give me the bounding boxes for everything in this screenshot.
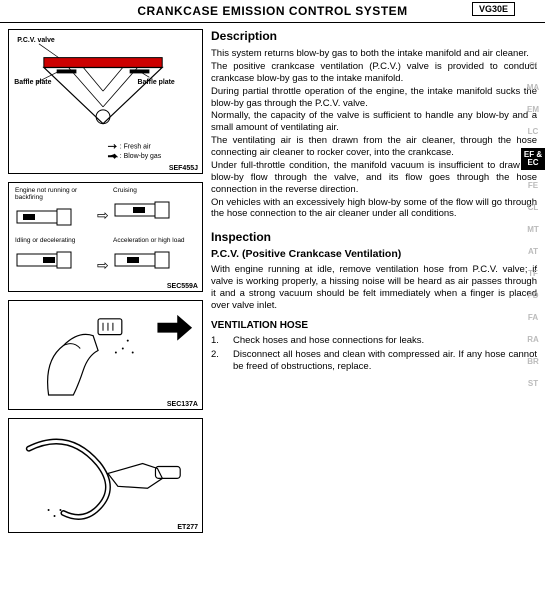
section-tab[interactable]: MT: [521, 226, 545, 234]
text-column: Description This system returns blow-by …: [211, 29, 537, 541]
figure-ref: SEC559A: [167, 283, 198, 290]
section-tab[interactable]: ST: [521, 380, 545, 388]
state-engine-off: Engine not running or backfiring: [15, 187, 105, 233]
section-tab[interactable]: RA: [521, 336, 545, 344]
list-item: 2.Disconnect all hoses and clean with co…: [211, 349, 537, 373]
hose-clean-svg: [9, 419, 202, 533]
figure-pcv-diagram: P.C.V. valve Baffle plate Baffle plate :: [8, 29, 203, 174]
legend-blowby: : Blow-by gas: [120, 153, 162, 160]
paragraph: On vehicles with an excessively high blo…: [211, 197, 537, 221]
section-tab[interactable]: LC: [521, 128, 545, 136]
section-tab[interactable]: FE: [521, 182, 545, 190]
page-title: CRANKCASE EMISSION CONTROL SYSTEM: [0, 0, 545, 23]
figure-valve-states: Engine not running or backfiring ⇨ Cruis…: [8, 182, 203, 292]
figure-ref: SEC137A: [167, 401, 198, 408]
label-pcv-valve: P.C.V. valve: [17, 37, 55, 44]
figure-ref: ET277: [177, 524, 198, 531]
label-baffle-right: Baffle plate: [138, 79, 175, 86]
label-baffle-left: Baffle plate: [14, 79, 51, 86]
section-tab[interactable]: PD: [521, 292, 545, 300]
heading-vent-hose: VENTILATION HOSE: [211, 320, 537, 333]
heading-pcv: P.C.V. (Positive Crankcase Ventilation): [211, 248, 537, 261]
arrow-icon: ⇨: [97, 207, 109, 224]
section-tab-strip: GI MA EM LC EF &EC FE CL MT AT TF PD FA RA BR ST: [521, 62, 545, 388]
list-item: 1.Check hoses and hose connections for l…: [211, 335, 537, 347]
section-tab[interactable]: EF &EC: [521, 148, 545, 170]
paragraph: This system returns blow-by gas to both …: [211, 48, 537, 60]
paragraph: Normally, the capacity of the valve is s…: [211, 110, 537, 134]
engine-code-tag: VG30E: [472, 2, 515, 16]
section-tab[interactable]: EM: [521, 106, 545, 114]
figure-finger-test: SEC137A: [8, 300, 203, 410]
paragraph: During partial throttle operation of the…: [211, 86, 537, 110]
heading-description: Description: [211, 29, 537, 44]
section-tab[interactable]: TF: [521, 270, 545, 278]
paragraph: Under full-throttle condition, the manif…: [211, 160, 537, 196]
content-body: P.C.V. valve Baffle plate Baffle plate :: [0, 23, 545, 541]
section-tab[interactable]: MA: [521, 84, 545, 92]
section-tab[interactable]: FA: [521, 314, 545, 322]
arrow-icon: [157, 315, 192, 341]
section-tab[interactable]: GI: [521, 62, 545, 70]
state-cruising: Cruising: [113, 187, 203, 226]
paragraph: The ventilating air is then drawn from t…: [211, 135, 537, 159]
pcv-engine-svg: P.C.V. valve Baffle plate Baffle plate :: [9, 30, 202, 173]
vent-hose-steps: 1.Check hoses and hose connections for l…: [211, 335, 537, 373]
section-tab[interactable]: BR: [521, 358, 545, 366]
section-tab[interactable]: AT: [521, 248, 545, 256]
state-acceleration: Acceleration or high load: [113, 237, 203, 276]
finger-test-svg: [9, 301, 202, 410]
heading-inspection: Inspection: [211, 230, 537, 245]
paragraph: With engine running at idle, remove vent…: [211, 264, 537, 312]
legend-fresh-air: : Fresh air: [120, 143, 152, 150]
figure-ref: SEF455J: [169, 165, 198, 172]
figure-hose-clean: ET277: [8, 418, 203, 533]
state-idling: Idling or decelerating: [15, 237, 105, 276]
figures-column: P.C.V. valve Baffle plate Baffle plate :: [8, 29, 203, 541]
section-tab[interactable]: CL: [521, 204, 545, 212]
paragraph: The positive crankcase ventilation (P.C.…: [211, 61, 537, 85]
arrow-icon: ⇨: [97, 257, 109, 274]
